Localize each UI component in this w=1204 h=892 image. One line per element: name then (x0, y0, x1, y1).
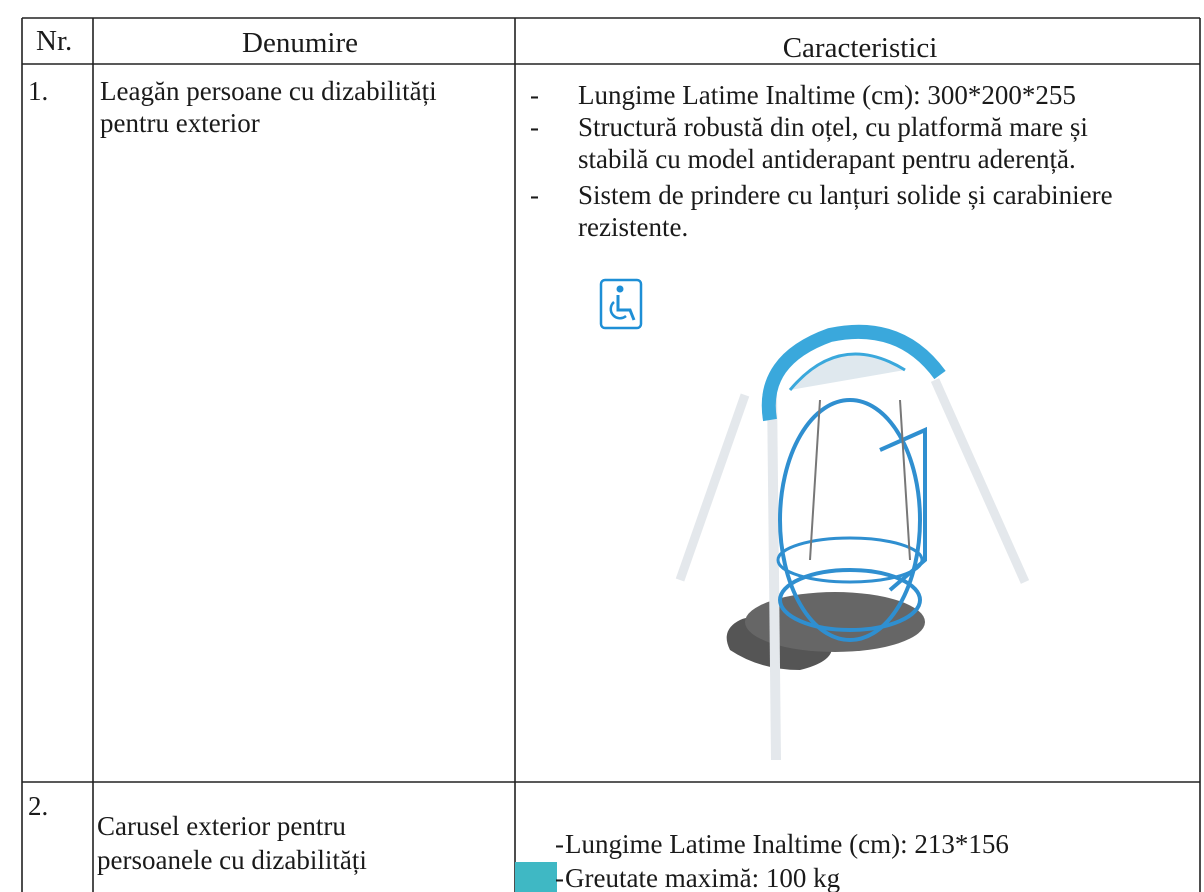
table-grid (21, 17, 1201, 892)
swing-illustration (675, 324, 1030, 761)
header-cell: Nr. (36, 25, 72, 57)
bullet-marker: - (555, 829, 564, 859)
item-name: Leagăn persoane cu dizabilități (100, 76, 437, 106)
feature-text: Lungime Latime Inaltime (cm): 213*156 (565, 829, 1009, 859)
row-number: 2. (28, 791, 48, 821)
accessibility-icon (599, 278, 643, 330)
bullet-marker: - (530, 80, 539, 110)
item-name: pentru exterior (100, 108, 260, 138)
feature-text: stabilă cu model antiderapant pentru ade… (578, 144, 1076, 174)
header-cell: Denumire (242, 27, 358, 59)
feature-text: Greutate maximă: 100 kg (565, 863, 840, 892)
bullet-marker: - (530, 112, 539, 142)
bullet-marker: - (530, 180, 539, 210)
item-name: Carusel exterior pentru (97, 811, 346, 841)
bullet-marker: - (555, 863, 564, 892)
header-cell: Caracteristici (783, 32, 938, 64)
feature-text: rezistente. (578, 212, 688, 242)
feature-text: Lungime Latime Inaltime (cm): 300*200*25… (578, 80, 1076, 110)
highlight (515, 862, 557, 892)
feature-text: Sistem de prindere cu lanțuri solide și … (578, 180, 1113, 210)
feature-text: Structură robustă din oțel, cu platformă… (578, 112, 1088, 142)
row-number: 1. (28, 76, 48, 106)
item-name: persoanele cu dizabilități (97, 845, 367, 875)
